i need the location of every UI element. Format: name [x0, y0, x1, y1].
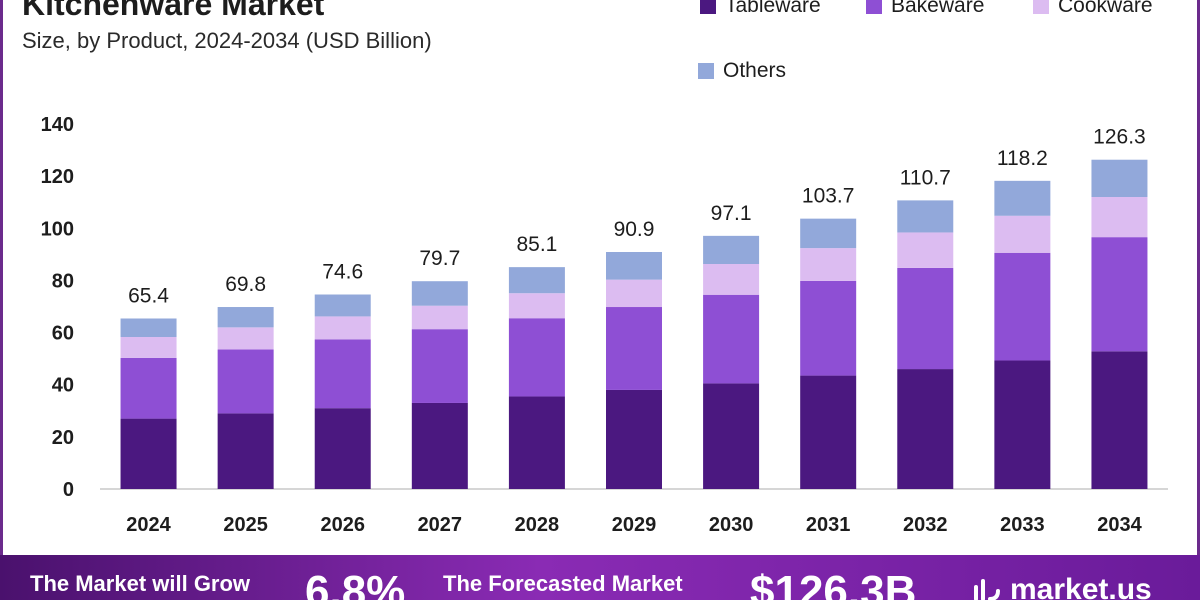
legend-item-tableware: Tableware	[700, 0, 821, 18]
brand-name: market.us	[1010, 573, 1152, 600]
x-tick-label-2025: 2025	[223, 514, 268, 536]
bar-cookware-2025	[217, 327, 274, 350]
bar-bakeware-2032	[897, 267, 954, 370]
bar-bakeware-2029	[606, 307, 662, 390]
y-tick-label-80: 80	[52, 270, 74, 292]
y-tick-label-100: 100	[41, 218, 74, 240]
legend-label-cookware: Cookware	[1058, 0, 1153, 17]
bar-others-2034	[1091, 159, 1148, 197]
legend-item-cookware: Cookware	[1033, 0, 1153, 18]
total-label-2032: 110.7	[900, 166, 951, 189]
bar-tableware-2025	[217, 413, 274, 489]
bar-bakeware-2033	[994, 252, 1051, 361]
footer-forecast-text: The Forecasted Market	[443, 571, 683, 596]
total-label-2033: 118.2	[997, 147, 1048, 170]
bar-others-2033	[994, 180, 1051, 216]
bar-tableware-2033	[994, 360, 1051, 489]
bar-cookware-2030	[703, 264, 760, 295]
bar-tableware-2026	[314, 408, 371, 489]
bar-bakeware-2031	[800, 280, 857, 376]
y-tick-label-60: 60	[52, 323, 74, 345]
bar-others-2030	[703, 235, 760, 265]
frame-left-border	[0, 0, 3, 555]
y-tick-label-40: 40	[52, 375, 74, 397]
legend-swatch-bakeware	[866, 0, 882, 14]
bar-cookware-2027	[411, 305, 468, 330]
bar-tableware-2028	[508, 396, 565, 489]
stacked-bar-chart: 0 20 40 60 80 100 120 140 65.4 2024 69.8 2025 74.6 20…	[41, 114, 1168, 536]
total-label-2028: 85.1	[516, 233, 557, 256]
legend-label-tableware: Tableware	[725, 0, 821, 17]
bar-tableware-2024	[120, 418, 177, 489]
frame-right-border	[1197, 0, 1200, 555]
bar-others-2026	[314, 294, 371, 317]
bar-cookware-2033	[994, 215, 1051, 253]
footer-forecast-value: $126.3B	[750, 567, 917, 600]
bar-bakeware-2025	[217, 349, 274, 414]
x-tick-label-2033: 2033	[1000, 514, 1045, 536]
y-tick-label-20: 20	[52, 427, 74, 449]
total-label-2025: 69.8	[225, 273, 266, 296]
x-tick-label-2028: 2028	[515, 514, 560, 536]
x-tick-label-2032: 2032	[903, 514, 948, 536]
x-tick-label-2030: 2030	[709, 514, 754, 536]
x-tick-label-2024: 2024	[126, 514, 171, 536]
y-tick-label-0: 0	[63, 479, 74, 501]
y-tick-label-120: 120	[41, 166, 74, 188]
bar-tableware-2027	[411, 402, 468, 489]
bar-others-2031	[800, 218, 857, 249]
bar-others-2024	[120, 318, 177, 338]
bar-bakeware-2030	[703, 294, 760, 384]
legend-swatch-others	[698, 63, 714, 79]
bar-tableware-2029	[606, 389, 662, 489]
total-label-2034: 126.3	[1093, 126, 1146, 149]
legend-swatch-tableware	[700, 0, 716, 14]
bar-tableware-2031	[800, 375, 857, 489]
bar-bakeware-2024	[120, 357, 177, 419]
chart-subtitle: Size, by Product, 2024-2034 (USD Billion…	[22, 28, 432, 53]
bar-bakeware-2026	[314, 339, 371, 409]
bar-others-2032	[897, 200, 954, 233]
total-label-2024: 65.4	[128, 284, 169, 307]
footer-banner: The Market will Grow 6.8% The Forecasted…	[0, 555, 1200, 600]
bar-cookware-2028	[508, 293, 565, 319]
legend-label-bakeware: Bakeware	[891, 0, 985, 17]
chart-title: Kitchenware Market	[22, 0, 325, 22]
y-tick-label-140: 140	[41, 114, 74, 136]
x-tick-label-2027: 2027	[418, 514, 463, 536]
total-label-2026: 74.6	[322, 261, 363, 284]
legend-item-others: Others	[698, 59, 786, 83]
bar-cookware-2034	[1091, 197, 1148, 238]
bar-cookware-2024	[120, 337, 177, 358]
legend-label-others: Others	[723, 59, 787, 82]
total-label-2027: 79.7	[419, 247, 460, 270]
bar-bakeware-2034	[1091, 237, 1148, 352]
bar-bakeware-2027	[411, 329, 468, 403]
legend-item-bakeware: Bakeware	[866, 0, 984, 18]
bar-tableware-2032	[897, 369, 954, 489]
x-tick-label-2026: 2026	[320, 514, 365, 536]
bar-others-2025	[217, 307, 274, 328]
total-label-2029: 90.9	[614, 218, 655, 241]
x-tick-label-2029: 2029	[612, 514, 657, 536]
brand-logo: market.us	[972, 573, 1152, 600]
bar-bakeware-2028	[508, 318, 565, 397]
x-tick-label-2031: 2031	[806, 514, 851, 536]
bar-others-2029	[606, 252, 662, 280]
bar-tableware-2030	[703, 383, 760, 489]
bar-cookware-2032	[897, 232, 954, 268]
market-us-logo-icon	[974, 579, 1000, 600]
footer-cagr-value: 6.8%	[305, 567, 406, 600]
bar-cookware-2029	[606, 279, 662, 308]
total-label-2031: 103.7	[802, 185, 855, 208]
bar-others-2027	[411, 281, 468, 306]
bar-cookware-2026	[314, 316, 371, 340]
footer-grow-text: The Market will Grow	[30, 571, 251, 596]
legend-swatch-cookware	[1033, 0, 1049, 14]
x-tick-label-2034: 2034	[1097, 514, 1142, 536]
bar-cookware-2031	[800, 248, 857, 281]
bar-others-2028	[508, 267, 565, 294]
bar-tableware-2034	[1091, 351, 1148, 489]
total-label-2030: 97.1	[711, 202, 752, 225]
